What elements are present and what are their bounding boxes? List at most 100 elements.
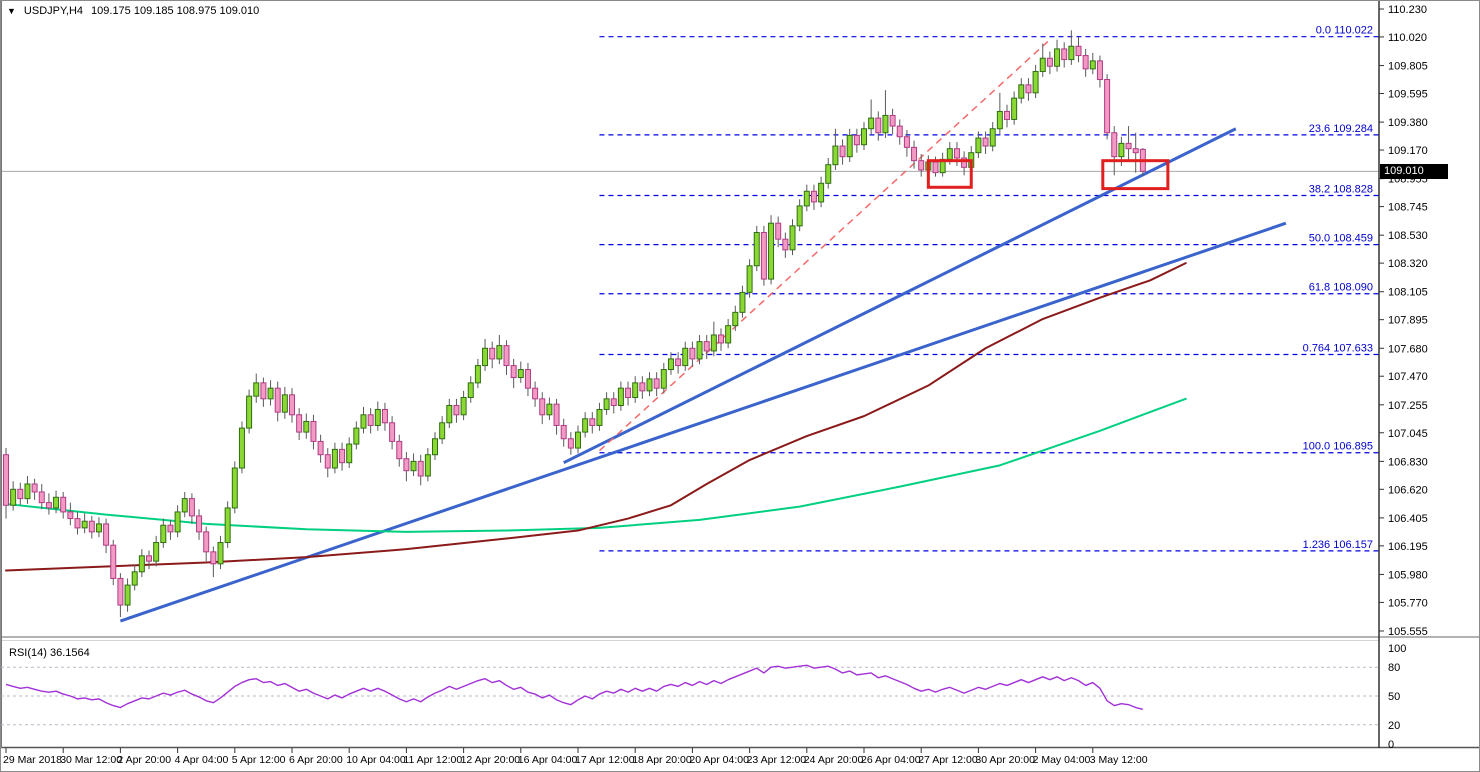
candle-up — [682, 347, 689, 367]
price-tick-label: 108.745 — [1388, 202, 1428, 214]
candle-down — [1025, 84, 1032, 94]
candle-down — [167, 524, 174, 533]
candle-up — [439, 422, 446, 440]
candle-down — [381, 408, 388, 424]
candle-up — [696, 341, 703, 360]
candle-up — [410, 460, 417, 472]
candle-down — [45, 502, 52, 509]
candle-up — [832, 145, 839, 166]
candle-down — [875, 117, 882, 134]
symbol-timeframe-label: USDJPY,H4 — [23, 5, 84, 17]
candle-down — [67, 511, 74, 520]
fib-level-label: 0.764 107.633 — [1303, 343, 1373, 355]
candle-up — [181, 498, 188, 513]
candle-up — [546, 403, 553, 416]
time-tick-label: 2 Apr 20:00 — [117, 754, 171, 766]
candle-down — [625, 387, 632, 399]
candle-down — [1082, 55, 1089, 70]
candle-down — [918, 160, 925, 171]
candle-up — [796, 205, 803, 227]
candle-down — [718, 334, 724, 344]
candle-down — [653, 378, 660, 389]
price-tick-label: 107.680 — [1388, 343, 1428, 355]
candle-up — [818, 182, 825, 203]
current-price-label: 109.010 — [1380, 164, 1448, 179]
candle-down — [560, 424, 567, 440]
time-tick-label: 4 Apr 04:00 — [175, 754, 229, 766]
highlight-boxes[interactable] — [926, 159, 1170, 191]
candle-up — [868, 117, 875, 130]
candle-down — [532, 387, 539, 400]
candle-down — [31, 483, 38, 493]
trendline-red-dashed[interactable] — [598, 39, 1051, 452]
candle-up — [303, 420, 310, 433]
time-tick-label: 17 Apr 12:00 — [575, 754, 635, 766]
time-tick-label: 3 May 12:00 — [1090, 754, 1148, 766]
candle-up — [1068, 45, 1075, 61]
candle-down — [296, 414, 303, 433]
candle-down — [1104, 79, 1111, 134]
candle-down — [539, 398, 546, 416]
candle-up — [975, 137, 982, 154]
candle-up — [732, 311, 739, 327]
trendline-support-upper[interactable] — [563, 127, 1237, 465]
fib-level-label: 0.0 110.022 — [1316, 25, 1373, 37]
candle-up — [1054, 48, 1061, 67]
candle-down — [1125, 142, 1132, 150]
trendline-support-lower[interactable] — [119, 221, 1287, 623]
candle-down — [403, 458, 410, 472]
candle-down — [839, 145, 846, 158]
highlight-box — [926, 159, 973, 189]
candle-down — [567, 438, 574, 449]
chart-title-bar: ▼ USDJPY,H4 109.175 109.185 108.975 109.… — [7, 5, 259, 17]
ma-green[interactable] — [5, 397, 1187, 533]
price-tick-label: 109.380 — [1388, 117, 1428, 129]
candle-down — [982, 137, 989, 147]
candle-up — [53, 496, 60, 509]
candle-down — [260, 382, 267, 400]
candle-up — [1011, 97, 1018, 120]
time-tick-label: 16 Apr 04:00 — [518, 754, 578, 766]
candle-up — [432, 438, 438, 456]
candle-down — [339, 448, 346, 464]
candle-down — [703, 341, 710, 352]
rsi-tick-label: 100 — [1388, 643, 1406, 655]
time-tick-label: 18 Apr 20:00 — [632, 754, 692, 766]
candle-up — [281, 394, 288, 413]
candle-up — [946, 148, 953, 160]
candle-up — [174, 511, 181, 533]
ma-darkred[interactable] — [5, 262, 1187, 572]
candle-down — [196, 515, 203, 533]
price-tick-label: 108.320 — [1388, 258, 1428, 270]
price-axis[interactable]: 110.230 110.020 109.805 109.595 109.380 109.1… — [1379, 4, 1428, 638]
time-tick-label: 10 Apr 04:00 — [346, 754, 406, 766]
candle-down — [553, 403, 560, 426]
rsi-pane[interactable]: 100 80 50 20 0 — [1, 643, 1406, 751]
candle-down — [203, 531, 210, 553]
candle-down — [188, 498, 195, 517]
candle-down — [38, 491, 45, 504]
candle-down — [317, 440, 324, 456]
candle-down — [903, 136, 910, 148]
time-tick-label: 2 May 04:00 — [1033, 754, 1091, 766]
candle-up — [861, 128, 867, 146]
candle-up — [632, 382, 639, 399]
fibonacci-levels[interactable]: 0.0 110.022 23.6 109.284 38.2 108.828 50.0 … — [599, 25, 1379, 552]
candle-up — [768, 222, 775, 280]
candle-down — [117, 577, 124, 606]
candle-up — [224, 507, 231, 544]
candle-up — [1089, 60, 1096, 70]
candle-up — [825, 164, 832, 184]
candle-down — [3, 454, 9, 506]
candle-up — [346, 443, 353, 464]
candle-up — [238, 427, 245, 469]
candle-up — [739, 291, 746, 313]
candles — [3, 30, 1146, 618]
collapse-triangle-icon[interactable]: ▼ — [7, 6, 16, 16]
rsi-tick-label: 80 — [1388, 662, 1400, 674]
candle-up — [10, 488, 17, 506]
time-tick-label: 26 Apr 04:00 — [861, 754, 921, 766]
